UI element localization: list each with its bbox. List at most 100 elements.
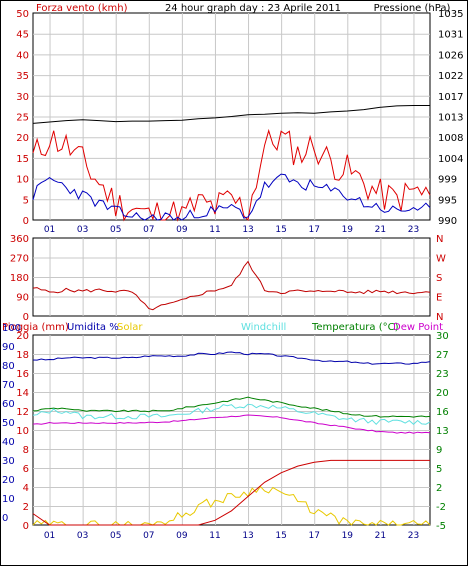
direction-tick-label: 90 (16, 293, 29, 304)
humidity-tick-label: 90 (2, 342, 15, 353)
chart-title: 24 hour graph day : 23 Aprile 2011 (165, 3, 341, 14)
pressure-tick-label: 1035 (438, 9, 463, 20)
humidity-tick-label: 20 (2, 475, 15, 486)
temperature-tick-label: 27 (436, 350, 449, 361)
hour-tick-label: 07 (143, 531, 154, 541)
hour-tick-label: 11 (209, 225, 220, 235)
hour-tick-label: 05 (110, 531, 121, 541)
hour-tick-label: 17 (308, 225, 319, 235)
wind-axis-title: Forza vento (kmh) (36, 3, 128, 14)
pressure-tick-label: 1008 (438, 133, 463, 144)
rain-tick-label: 16 (16, 369, 29, 380)
direction-tick-label: 360 (10, 234, 29, 245)
pressure-tick-label: 1004 (438, 154, 463, 165)
temperature-tick-label: 20 (436, 388, 449, 399)
pressure-tick-label: 1017 (438, 92, 463, 103)
rain-tick-label: 12 (16, 407, 29, 418)
compass-tick-label: N (436, 312, 443, 323)
wind-tick-label: 5 (23, 195, 29, 206)
wind-tick-label: 50 (16, 9, 29, 20)
hour-tick-label: 13 (242, 225, 253, 235)
hour-tick-label: 01 (44, 225, 55, 235)
temperature-tick-label: 9 (436, 445, 442, 456)
hour-tick-label: 09 (176, 531, 188, 541)
direction-tick-label: 270 (10, 254, 29, 265)
wind-tick-label: 0 (23, 216, 29, 227)
pressure-axis: 990 995 999 1004 1008 1013 1017 1022 1026 1031 103… (438, 9, 463, 227)
direction-tick-label: 180 (10, 273, 29, 284)
temperature-line (32, 396, 431, 418)
wind-avg-line (32, 173, 431, 221)
rain-tick-label: 0 (23, 521, 29, 532)
hour-tick-label: 15 (275, 225, 286, 235)
direction-axis: 0 90 180 270 360 (10, 234, 29, 323)
hour-tick-label: 15 (275, 531, 286, 541)
pressure-tick-label: 1013 (438, 113, 463, 124)
rain-line (32, 459, 430, 526)
windchill-line (32, 403, 431, 426)
pressure-tick-label: 1026 (438, 50, 463, 61)
rain-tick-label: 20 (16, 331, 29, 342)
hour-tick-label: 05 (110, 225, 121, 235)
hour-tick-label: 21 (375, 225, 386, 235)
hour-tick-label: 01 (44, 531, 55, 541)
bottom-legend: Pioggia (mm) Umidita % Solar Windchill T… (2, 322, 443, 333)
humidity-tick-label: 40 (2, 437, 15, 448)
temperature-tick-label: 13 (436, 426, 449, 437)
humidity-tick-label: 80 (2, 361, 15, 372)
legend-windchill: Windchill (241, 322, 286, 333)
wind-tick-label: 45 (16, 30, 29, 41)
wind-tick-label: 15 (16, 154, 29, 165)
hour-tick-label: 21 (375, 531, 386, 541)
dewpoint-line (32, 414, 431, 434)
wind-tick-label: 40 (16, 50, 29, 61)
direction-line (32, 260, 431, 311)
rain-hour-axis: 01 03 05 07 09 11 13 15 17 19 21 23 (44, 531, 419, 541)
humidity-tick-label: 70 (2, 380, 15, 391)
humidity-line (32, 351, 431, 365)
direction-grid (33, 238, 430, 316)
humidity-tick-label: 100 (2, 323, 21, 334)
wind-pressure-plot (32, 105, 431, 222)
rain-tick-label: 8 (23, 445, 29, 456)
pressure-tick-label: 1022 (438, 71, 463, 82)
hour-tick-label: 23 (408, 531, 419, 541)
hour-tick-label: 03 (77, 225, 88, 235)
wind-pressure-grid (33, 13, 430, 220)
hour-tick-label: 07 (143, 225, 154, 235)
humidity-tick-label: 50 (2, 418, 15, 429)
wind-tick-label: 25 (16, 113, 29, 124)
rain-tick-label: 10 (16, 426, 29, 437)
pressure-axis-title: Pressione (hPa) (374, 3, 451, 14)
humidity-tick-label: 10 (2, 494, 15, 505)
wind-tick-label: 35 (16, 71, 29, 82)
legend-rain: Pioggia (mm) (2, 322, 69, 333)
hour-tick-label: 19 (342, 225, 354, 235)
rain-humidity-grid (33, 335, 430, 525)
humidity-tick-label: 30 (2, 456, 15, 467)
hour-tick-label: 09 (176, 225, 188, 235)
compass-tick-label: E (436, 293, 442, 304)
temperature-tick-label: 2 (436, 483, 442, 494)
pressure-tick-label: 995 (438, 195, 457, 206)
compass-tick-label: S (436, 273, 442, 284)
hour-tick-label: 17 (308, 531, 319, 541)
temperature-tick-label: 16 (436, 407, 449, 418)
wind-hour-axis: 01 03 05 07 09 11 13 15 17 19 21 23 (44, 225, 419, 235)
wind-tick-label: 20 (16, 133, 29, 144)
rain-humidity-plot (32, 351, 431, 526)
temperature-tick-label: 5 (436, 464, 442, 475)
hour-tick-label: 23 (408, 225, 419, 235)
pressure-tick-label: 999 (438, 175, 457, 186)
legend-solar: Solar (117, 322, 143, 333)
pressure-tick-label: 1031 (438, 30, 463, 41)
humidity-tick-label: 60 (2, 399, 15, 410)
rain-tick-label: 14 (16, 388, 29, 399)
wind-tick-label: 30 (16, 92, 29, 103)
hour-tick-label: 13 (242, 531, 253, 541)
temperature-tick-label: 30 (436, 331, 449, 342)
hour-tick-label: 19 (342, 531, 354, 541)
